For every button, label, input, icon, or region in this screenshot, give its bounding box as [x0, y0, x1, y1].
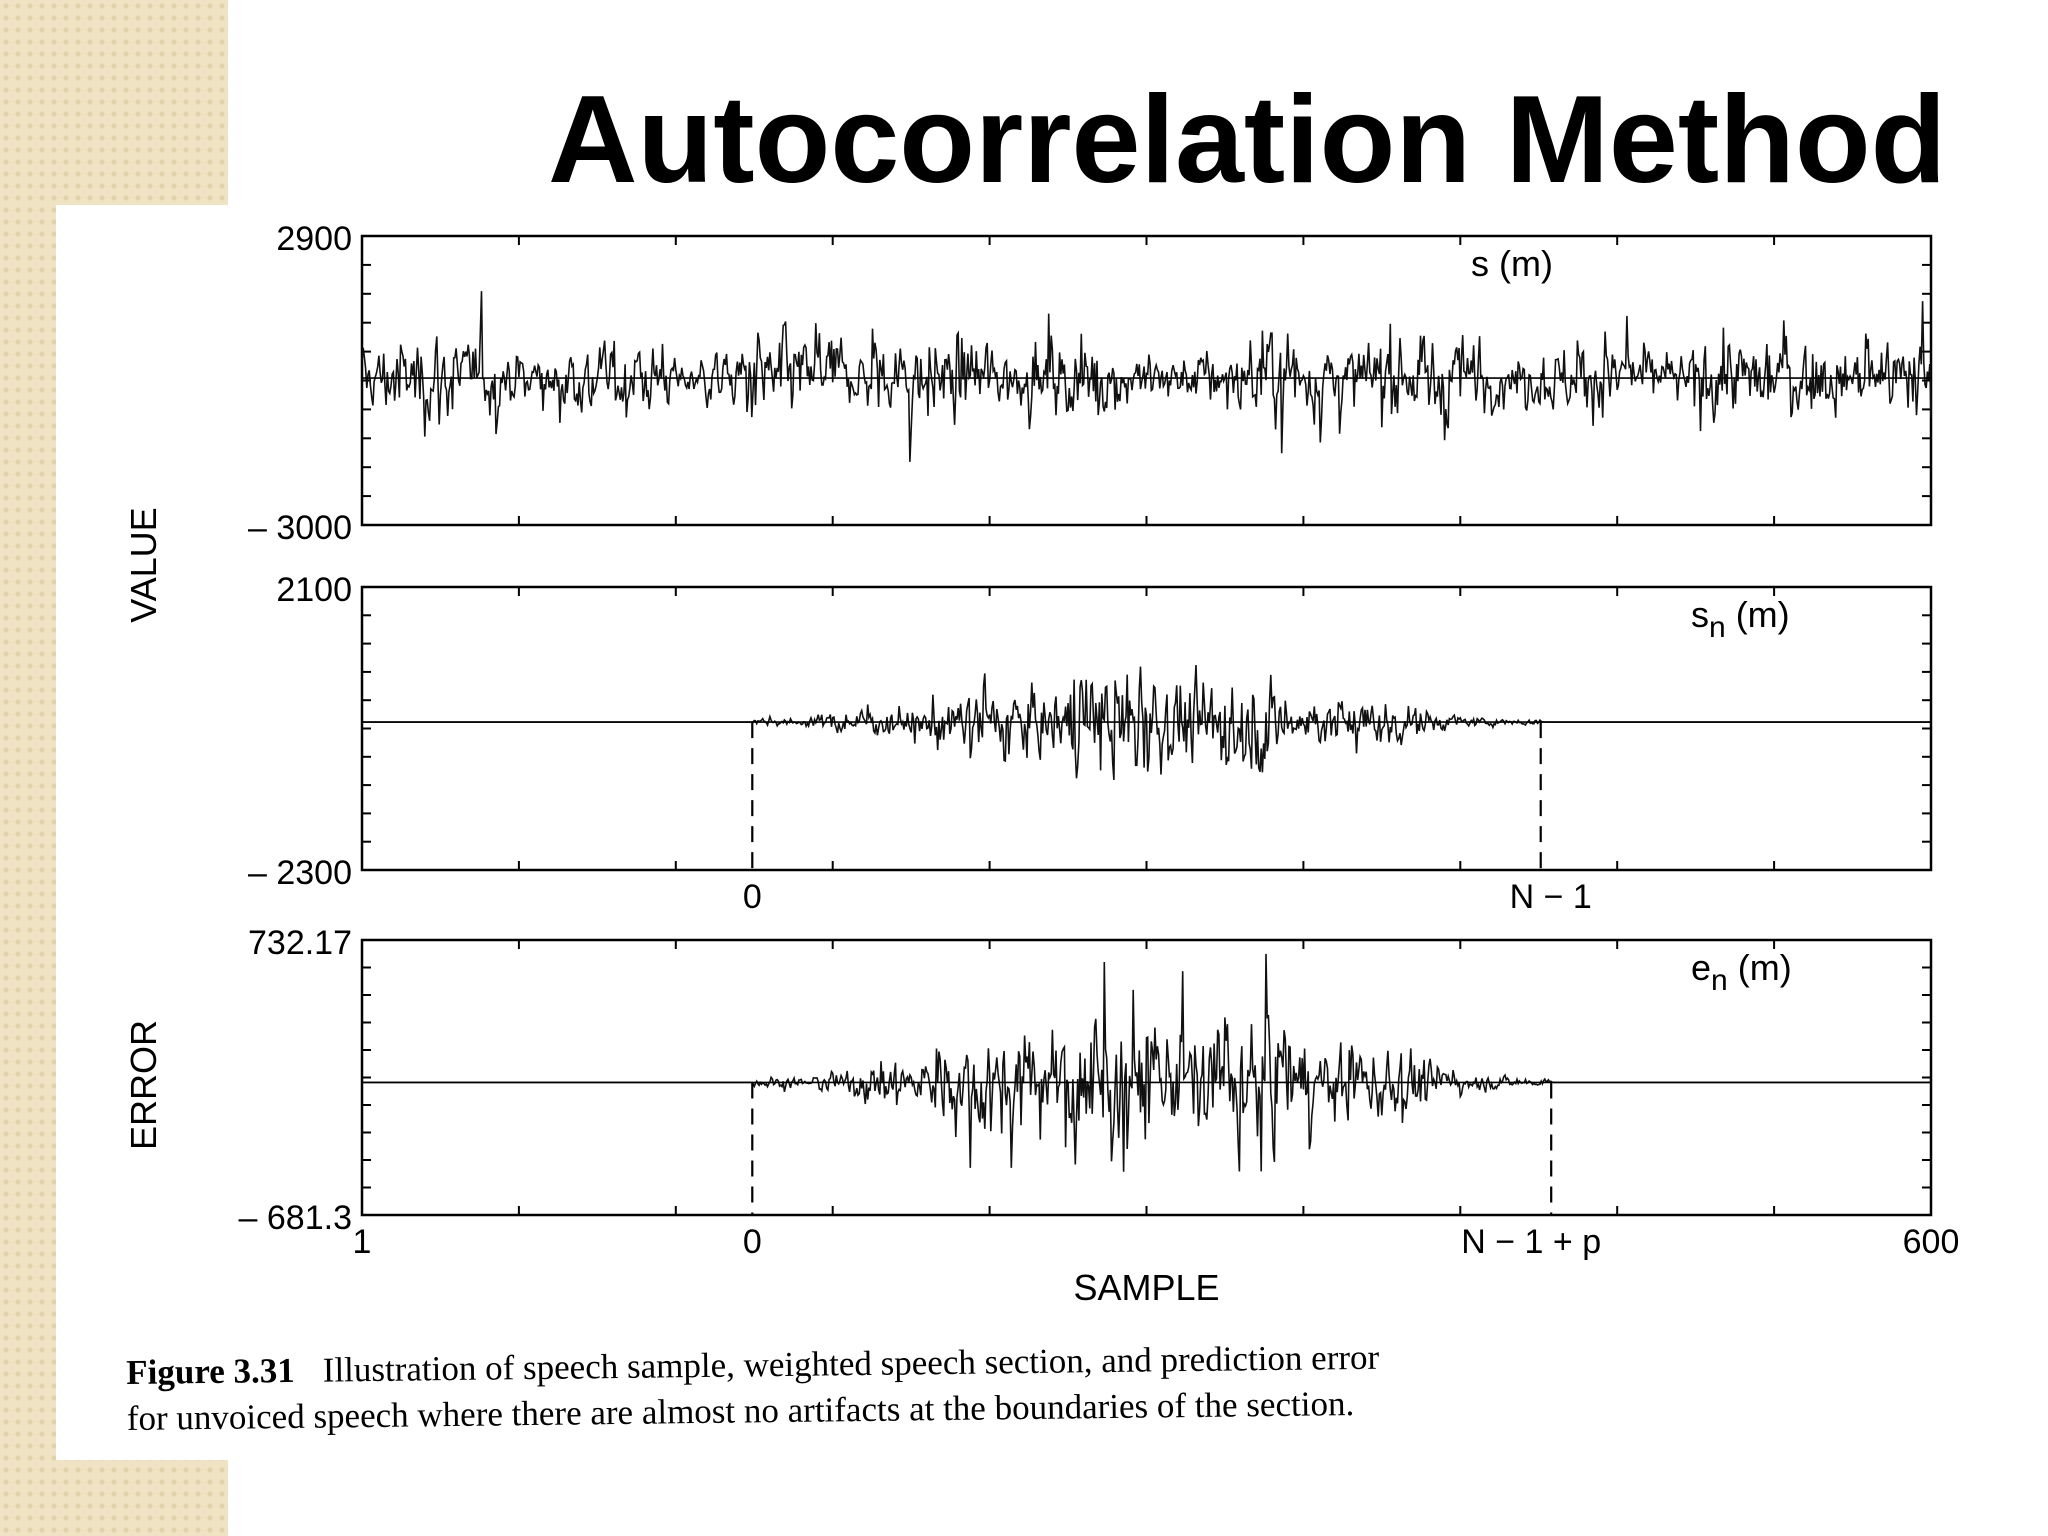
panel-1: 2900 – 3000 s (m): [248, 220, 1933, 547]
y-tick-label-bottom: – 3000: [248, 509, 352, 547]
series-line: [361, 291, 1932, 462]
window-end-label-error: N − 1 + p: [1461, 1223, 1601, 1261]
caption-label: Figure 3.31: [126, 1350, 296, 1392]
y-axis-label-error: ERROR: [123, 1020, 164, 1150]
series-label: en (m): [1691, 947, 1792, 997]
panel-2: 2100 – 2300 sn (m): [248, 571, 1933, 892]
y-tick-label-top: 732.17: [248, 924, 352, 962]
y-axis-label-value: VALUE: [123, 507, 164, 622]
figure-panel: 2900 – 3000 s (m) 2100 – 2300 sn (m) 732.17 – 6…: [56, 205, 1996, 1460]
window-start-label-error: 0: [743, 1223, 762, 1261]
series-label: sn (m): [1691, 594, 1790, 644]
window-end-label: N − 1: [1510, 878, 1592, 916]
slide-title: Autocorrelation Method: [548, 71, 1947, 209]
y-tick-label-top: 2900: [276, 220, 352, 258]
panel-3: 732.17 – 681.3 en (m): [239, 924, 1933, 1237]
y-tick-label-bottom: – 2300: [248, 854, 352, 892]
y-tick-label-top: 2100: [276, 571, 352, 609]
series-label: s (m): [1471, 243, 1553, 284]
waveform-figure: 2900 – 3000 s (m) 2100 – 2300 sn (m) 732.17 – 6…: [123, 220, 1960, 1308]
caption-line-1: Illustration of speech sample, weighted …: [322, 1337, 1380, 1390]
y-tick-label-bottom: – 681.3: [239, 1199, 352, 1237]
window-start-label: 0: [743, 878, 762, 916]
x-axis-label: SAMPLE: [1073, 1267, 1219, 1308]
x-tick-label-min: 1: [353, 1223, 372, 1261]
x-tick-label-max: 600: [1903, 1223, 1960, 1261]
